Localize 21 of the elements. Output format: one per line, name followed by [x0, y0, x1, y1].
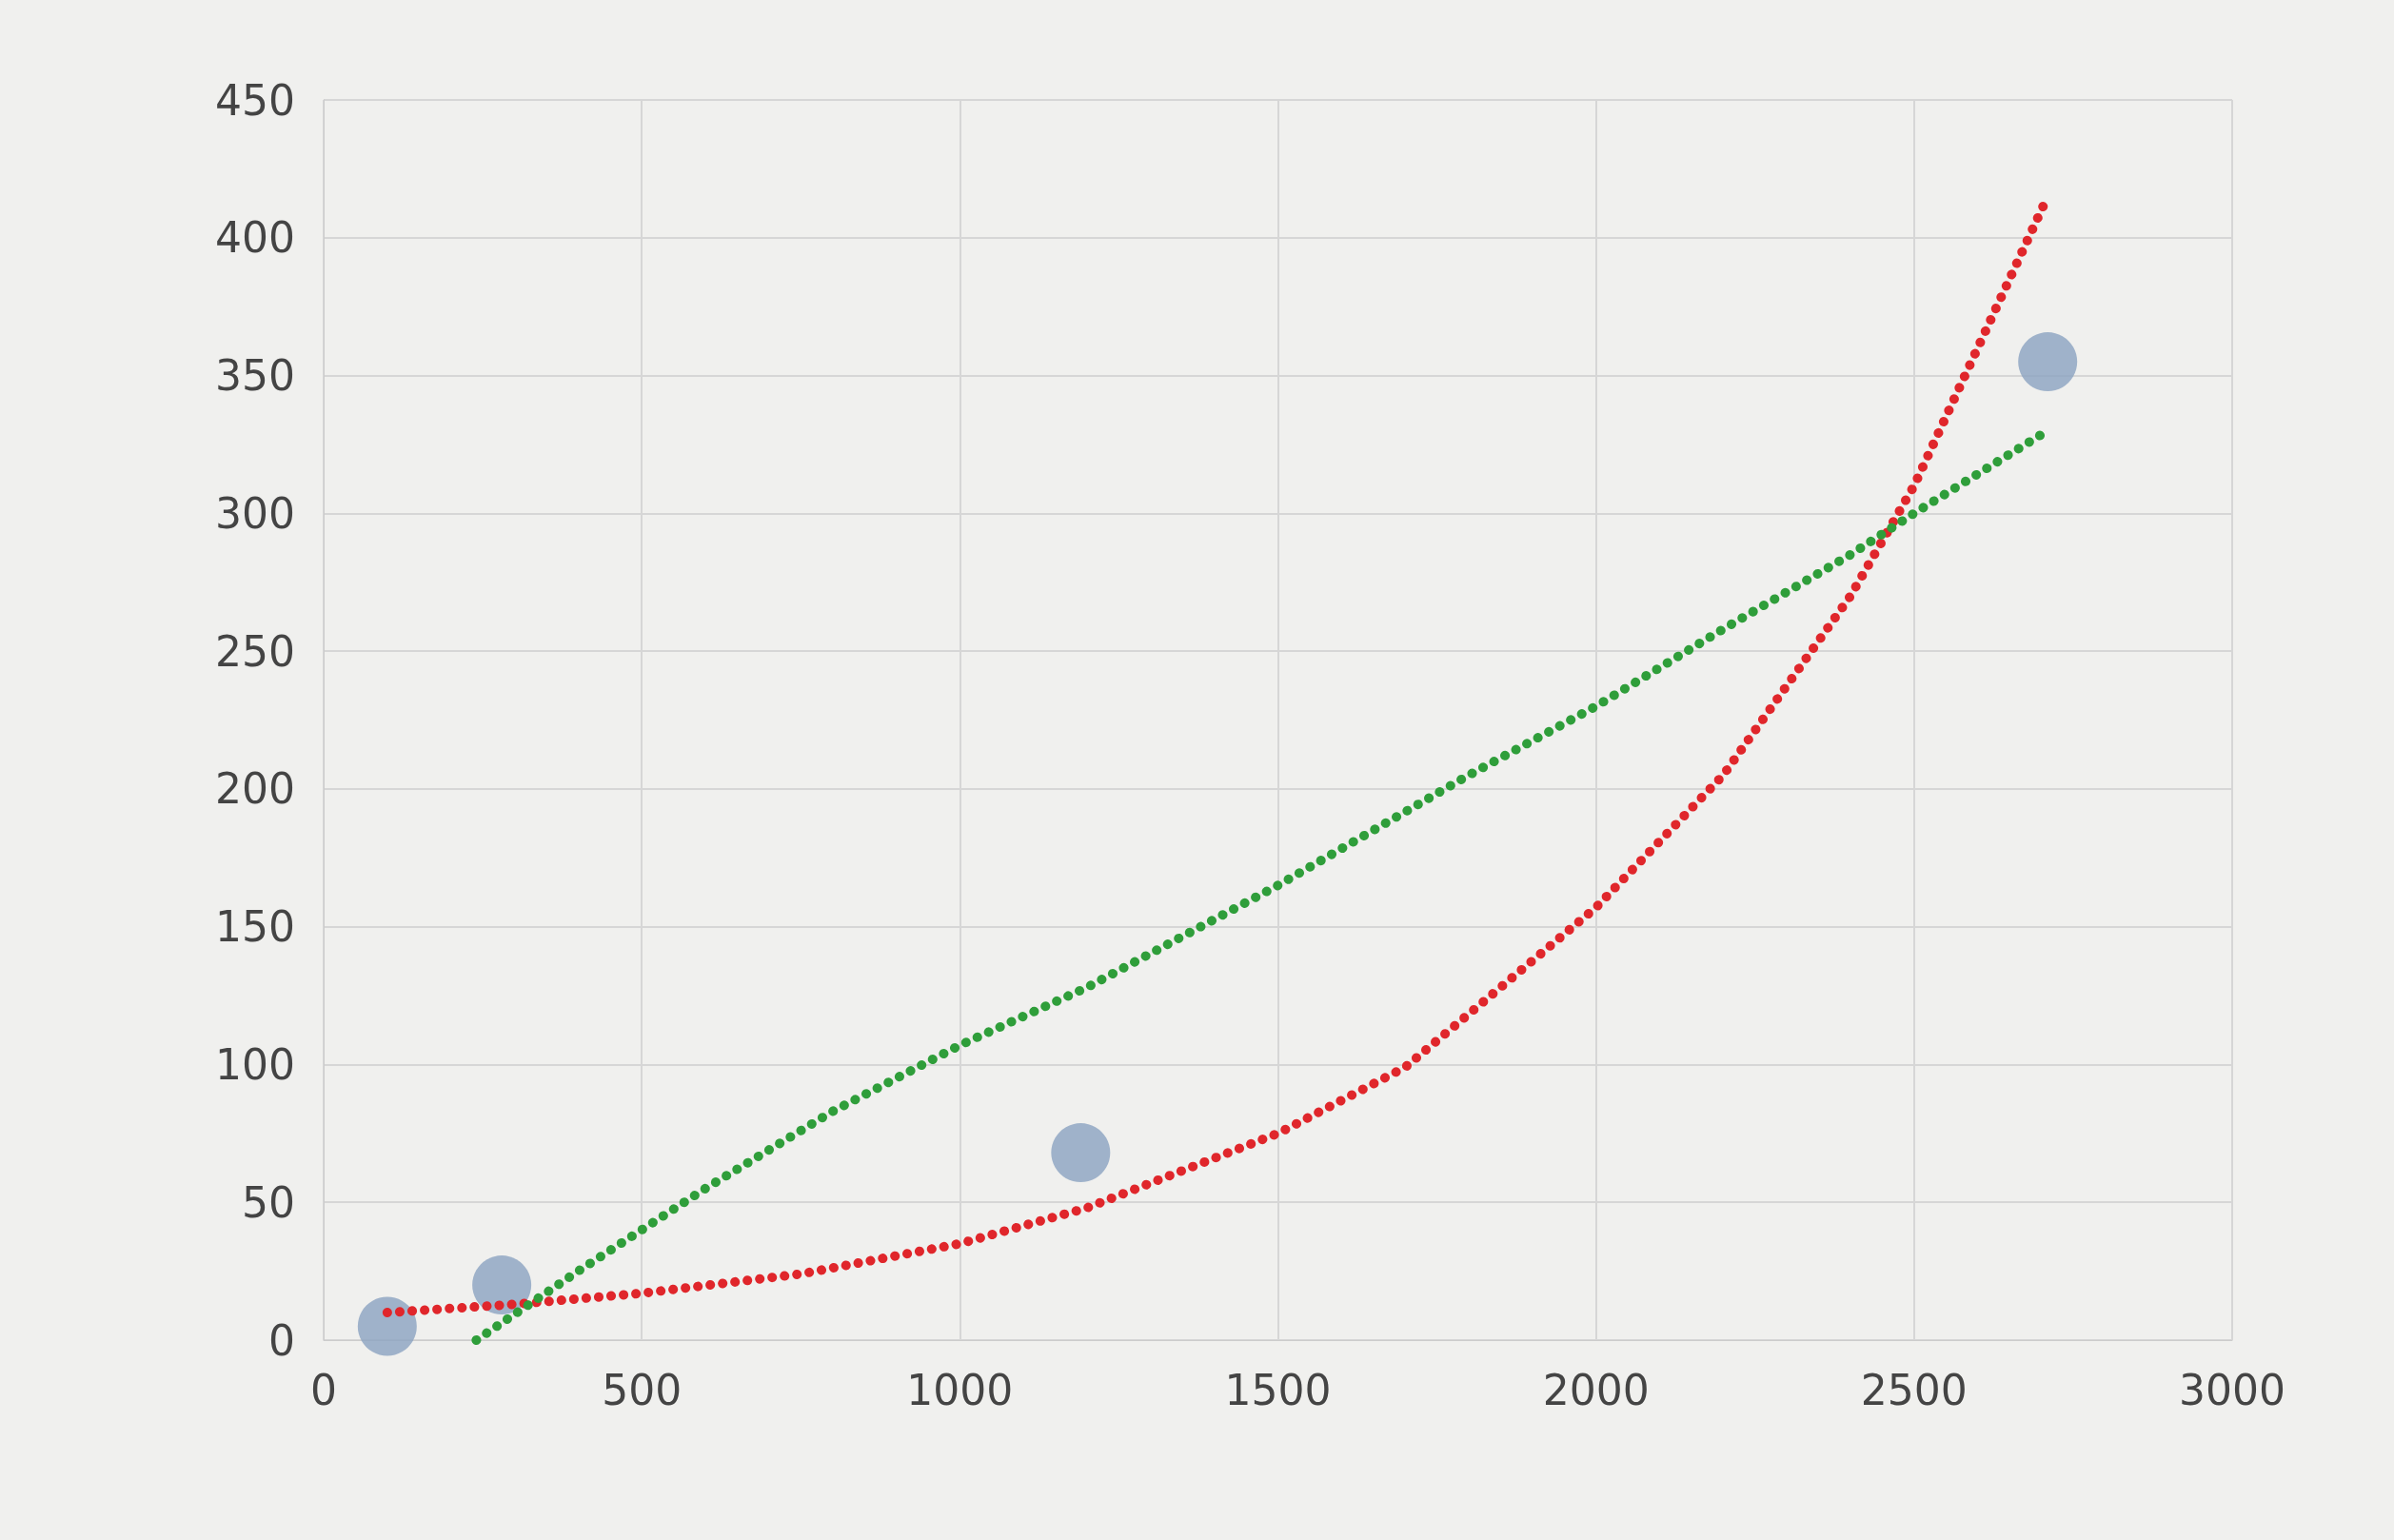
point — [472, 1255, 532, 1315]
y-tick-label: 150 — [215, 902, 295, 952]
x-tick-label: 2500 — [1860, 1365, 1968, 1414]
point — [1051, 1123, 1111, 1183]
x-tick-label: 3000 — [2179, 1365, 2285, 1414]
x-tick-label: 0 — [310, 1365, 337, 1414]
x-tick-label: 500 — [602, 1365, 683, 1414]
y-tick-label: 100 — [215, 1039, 295, 1089]
x-tick-label: 1500 — [1224, 1365, 1332, 1414]
x-tick-label: 1000 — [906, 1365, 1014, 1414]
point — [2018, 332, 2078, 392]
y-tick-label: 50 — [242, 1177, 295, 1227]
y-tick-label: 0 — [268, 1315, 295, 1365]
y-tick-label: 450 — [215, 75, 295, 125]
y-tick-label: 350 — [215, 351, 295, 401]
x-tick-label: 2000 — [1542, 1365, 1650, 1414]
point — [357, 1296, 417, 1356]
y-tick-label: 200 — [215, 764, 295, 814]
y-tick-label: 300 — [215, 488, 295, 538]
y-tick-label: 400 — [215, 213, 295, 263]
y-tick-label: 250 — [215, 626, 295, 676]
